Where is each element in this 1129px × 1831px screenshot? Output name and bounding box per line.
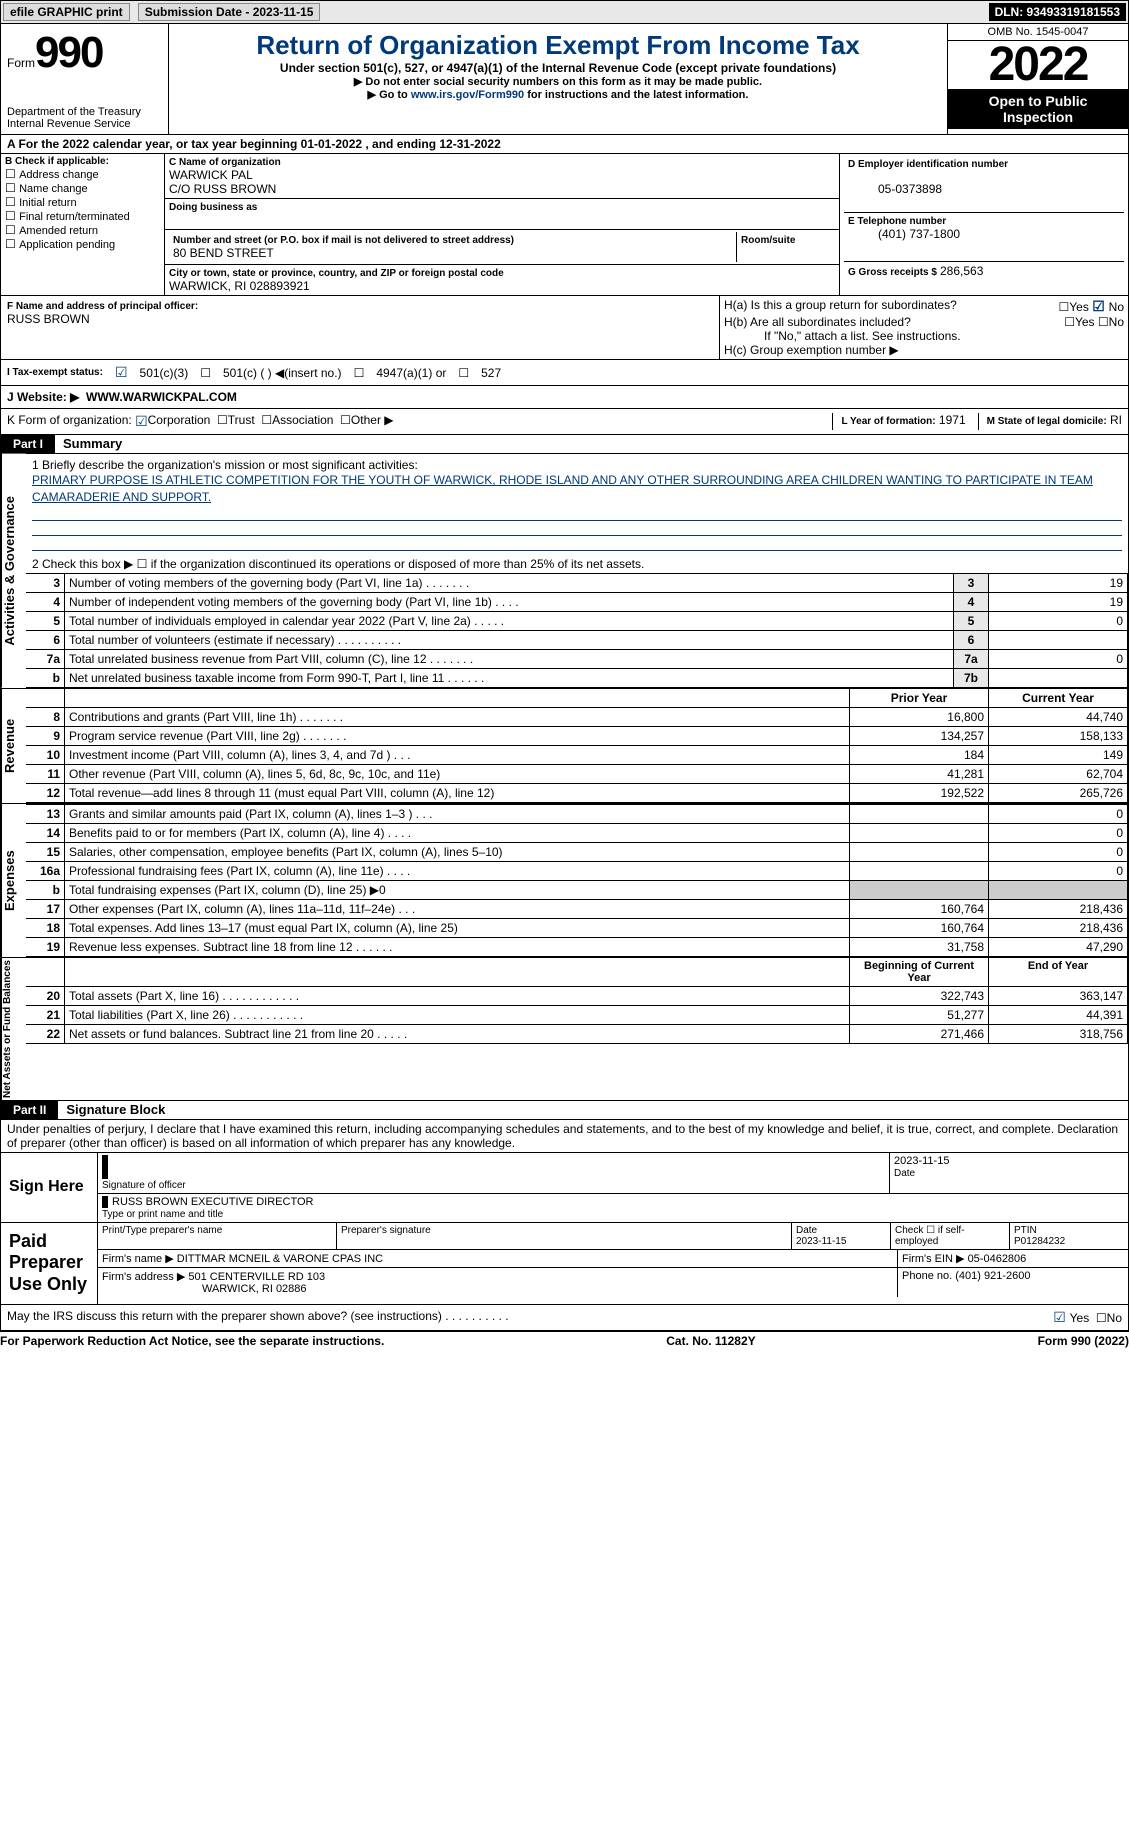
top-toolbar: efile GRAPHIC print Submission Date - 20… xyxy=(0,0,1129,24)
revenue-table: Prior YearCurrent Year 8Contributions an… xyxy=(26,689,1128,803)
col-eoy: End of Year xyxy=(989,958,1128,987)
section-c: C Name of organizationWARWICK PALC/O RUS… xyxy=(165,154,840,295)
calendar-year-row: A For the 2022 calendar year, or tax yea… xyxy=(0,135,1129,154)
check-527[interactable] xyxy=(458,366,469,380)
check-other[interactable] xyxy=(340,413,351,430)
page-footer: For Paperwork Reduction Act Notice, see … xyxy=(0,1331,1129,1350)
officer-name: RUSS BROWN xyxy=(7,312,90,326)
ein: 05-0373898 xyxy=(848,182,942,196)
col-current-year: Current Year xyxy=(989,689,1128,708)
part1-bar: Part ISummary xyxy=(0,435,1129,454)
check-corp[interactable] xyxy=(135,413,148,430)
website[interactable]: WWW.WARWICKPAL.COM xyxy=(86,390,237,404)
lines-3-7: 3Number of voting members of the governi… xyxy=(26,573,1128,688)
tax-exempt-status: I Tax-exempt status: 501(c)(3) 501(c) ( … xyxy=(0,360,1129,386)
open-to-public: Open to Public Inspection xyxy=(948,89,1128,129)
check-assoc[interactable] xyxy=(261,413,272,430)
efile-button[interactable]: efile GRAPHIC print xyxy=(3,3,130,21)
side-expenses: Expenses xyxy=(1,804,26,957)
year-formed: 1971 xyxy=(939,413,966,427)
line-2: 2 Check this box ▶ ☐ if the organization… xyxy=(26,555,1128,573)
check-name-change[interactable]: Name change xyxy=(5,181,160,195)
section-b: B Check if applicable: Address change Na… xyxy=(1,154,165,295)
penalties-text: Under penalties of perjury, I declare th… xyxy=(0,1120,1129,1152)
check-initial-return[interactable]: Initial return xyxy=(5,195,160,209)
form-number: 990 xyxy=(35,28,102,77)
section-h: H(a) Is this a group return for subordin… xyxy=(720,296,1128,359)
sign-date: 2023-11-15 xyxy=(894,1155,1124,1167)
col-bcy: Beginning of Current Year xyxy=(850,958,989,987)
firm-phone: (401) 921-2600 xyxy=(955,1270,1030,1282)
check-trust[interactable] xyxy=(217,413,228,430)
department: Department of the Treasury Internal Reve… xyxy=(7,106,162,130)
paid-preparer-block: Paid Preparer Use Only Print/Type prepar… xyxy=(0,1223,1129,1305)
side-net-assets: Net Assets or Fund Balances xyxy=(1,958,26,1100)
dln: DLN: 93493319181553 xyxy=(989,3,1126,21)
city-state-zip: WARWICK, RI 028893921 xyxy=(169,279,310,293)
ptin: P01284232 xyxy=(1014,1236,1065,1247)
form-header: Form990 Department of the Treasury Inter… xyxy=(0,24,1129,135)
check-application-pending[interactable]: Application pending xyxy=(5,237,160,251)
check-amended[interactable]: Amended return xyxy=(5,223,160,237)
part2-bar: Part IISignature Block xyxy=(0,1101,1129,1120)
gross-receipts: 286,563 xyxy=(940,264,983,278)
mission-text: PRIMARY PURPOSE IS ATHLETIC COMPETITION … xyxy=(32,472,1122,506)
section-d-e-g: D Employer identification number05-03738… xyxy=(840,154,1128,295)
check-self-employed[interactable]: Check ☐ if self-employed xyxy=(891,1223,1010,1249)
firm-addr: 501 CENTERVILLE RD 103 xyxy=(188,1271,325,1283)
prep-date: 2023-11-15 xyxy=(796,1236,846,1247)
check-4947[interactable] xyxy=(354,366,365,380)
net-assets-table: Beginning of Current YearEnd of Year 20T… xyxy=(26,958,1128,1044)
firm-addr2: WARWICK, RI 02886 xyxy=(102,1283,307,1295)
street: 80 BEND STREET xyxy=(173,246,274,260)
form-of-org: K Form of organization: Corporation Trus… xyxy=(0,409,1129,435)
submission-date: Submission Date - 2023-11-15 xyxy=(138,3,321,21)
officer-name-title: RUSS BROWN EXECUTIVE DIRECTOR xyxy=(112,1196,314,1208)
check-final-return[interactable]: Final return/terminated xyxy=(5,209,160,223)
subtitle-3: ▶ Go to www.irs.gov/Form990 for instruct… xyxy=(175,88,941,101)
check-501c[interactable] xyxy=(200,366,211,380)
check-501c3[interactable] xyxy=(115,364,128,381)
discuss-yes[interactable] xyxy=(1053,1311,1069,1325)
expenses-table: 13Grants and similar amounts paid (Part … xyxy=(26,804,1128,957)
check-address-change[interactable]: Address change xyxy=(5,167,160,181)
form-prefix: Form xyxy=(7,56,35,70)
firm-name: DITTMAR MCNEIL & VARONE CPAS INC xyxy=(177,1253,383,1265)
phone: (401) 737-1800 xyxy=(848,227,960,241)
return-title: Return of Organization Exempt From Incom… xyxy=(175,30,941,61)
state-domicile: RI xyxy=(1110,413,1122,427)
sign-here-block: Sign Here Signature of officer2023-11-15… xyxy=(0,1152,1129,1223)
org-name: WARWICK PAL xyxy=(169,168,253,182)
tax-year: 2022 xyxy=(948,41,1128,89)
irs-link[interactable]: www.irs.gov/Form990 xyxy=(411,89,524,101)
website-row: J Website: ▶ WWW.WARWICKPAL.COM xyxy=(0,386,1129,409)
side-activities-governance: Activities & Governance xyxy=(1,454,26,688)
org-co: C/O RUSS BROWN xyxy=(169,182,276,196)
subtitle-2: ▶ Do not enter social security numbers o… xyxy=(175,75,941,88)
section-f: F Name and address of principal officer:… xyxy=(1,296,720,359)
col-prior-year: Prior Year xyxy=(850,689,989,708)
side-revenue: Revenue xyxy=(1,689,26,803)
subtitle-1: Under section 501(c), 527, or 4947(a)(1)… xyxy=(175,61,941,75)
mission-label: 1 Briefly describe the organization's mi… xyxy=(32,458,1122,472)
firm-ein: 05-0462806 xyxy=(968,1253,1027,1265)
discuss-row: May the IRS discuss this return with the… xyxy=(0,1305,1129,1331)
